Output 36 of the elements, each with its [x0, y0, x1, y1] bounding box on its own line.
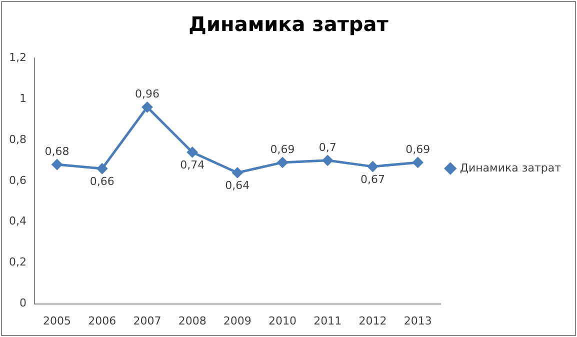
y-tick-label: 0,8 — [8, 132, 26, 146]
data-label: 0,7 — [318, 140, 336, 154]
y-tick-label: 0 — [19, 296, 26, 310]
point — [186, 146, 198, 158]
y-tick-label: 1,2 — [8, 50, 26, 64]
data-label: 0,74 — [180, 158, 205, 172]
x-tick-label: 2007 — [133, 314, 162, 328]
point — [52, 159, 63, 170]
x-tick-label: 2005 — [43, 314, 72, 328]
point — [367, 161, 378, 172]
x-tick-label: 2009 — [223, 314, 252, 328]
x-tick-label: 2011 — [314, 314, 342, 328]
point — [232, 167, 243, 178]
y-tick-label: 1 — [19, 92, 26, 105]
data-label: 0,69 — [406, 142, 430, 156]
x-tick-label: 2008 — [178, 314, 206, 328]
data-label: 0,66 — [90, 174, 114, 188]
legend-label: Динамика затрат — [460, 161, 562, 174]
point — [142, 102, 153, 113]
x-tick-label: 2006 — [88, 314, 116, 328]
data-label: 0,68 — [44, 144, 70, 158]
y-tick-label: 0,4 — [8, 214, 26, 228]
point — [322, 154, 334, 166]
data-label: 0,96 — [134, 88, 160, 101]
point — [277, 156, 288, 168]
point — [96, 163, 108, 174]
y-tick-label: 0,2 — [8, 256, 26, 269]
point — [412, 156, 424, 168]
x-tick-label: 2012 — [358, 314, 387, 328]
chart-title: Динамика затрат — [188, 12, 389, 36]
data-label: 0,69 — [270, 142, 295, 156]
x-tick-label: 2013 — [404, 314, 432, 328]
x-tick-label: 2010 — [268, 314, 297, 328]
data-label: 0,67 — [360, 172, 385, 186]
data-label: 0,64 — [225, 179, 250, 192]
y-tick-label: 0,6 — [8, 174, 26, 187]
